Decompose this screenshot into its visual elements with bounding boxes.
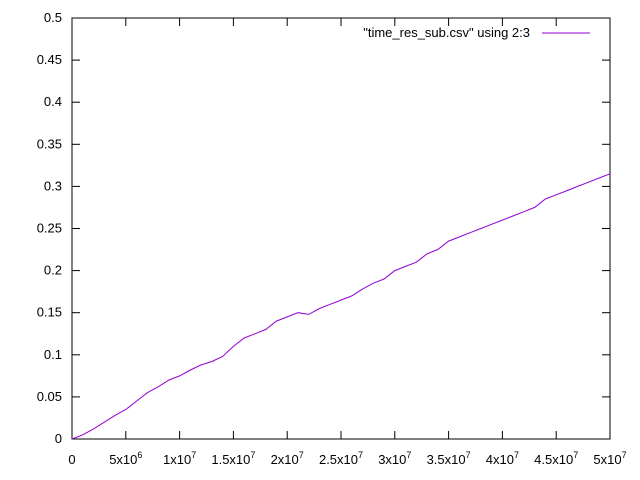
legend: "time_res_sub.csv" using 2:3 xyxy=(363,25,590,40)
y-tick-label: 0.15 xyxy=(37,305,62,320)
y-tick-label: 0.5 xyxy=(44,10,62,25)
x-tick-label: 1.5x107 xyxy=(211,450,255,467)
x-tick-label: 5x106 xyxy=(109,450,142,467)
y-tick-label: 0.25 xyxy=(37,221,62,236)
x-tick-label: 4x107 xyxy=(486,450,519,467)
x-tick-label: 3.5x107 xyxy=(427,450,471,467)
plot-frame xyxy=(71,17,611,440)
axis-tick-labels: 0 0.05 0.1 0.15 0.2 0.25 0.3 0.35 0.4 0.45 0.5 0 5x1… xyxy=(37,10,627,467)
y-tick-label: 0.35 xyxy=(37,136,62,151)
x-tick-label: 5x107 xyxy=(593,450,626,467)
y-tick-label: 0.1 xyxy=(44,347,62,362)
x-tick-label: 1x107 xyxy=(163,450,196,467)
y-tick-label: 0.05 xyxy=(37,389,62,404)
x-tick-label: 2x107 xyxy=(271,450,304,467)
y-tick-label: 0.3 xyxy=(44,178,62,193)
axis-ticks xyxy=(71,17,611,440)
x-tick-label: 4.5x107 xyxy=(534,450,578,467)
x-tick-label: 3x107 xyxy=(378,450,411,467)
x-tick-label: 2.5x107 xyxy=(319,450,363,467)
x-tick-label: 0 xyxy=(68,452,75,467)
legend-label: "time_res_sub.csv" using 2:3 xyxy=(363,25,530,40)
y-tick-label: 0.2 xyxy=(44,263,62,278)
y-tick-label: 0.4 xyxy=(44,94,62,109)
y-tick-label: 0 xyxy=(55,431,62,446)
y-tick-label: 0.45 xyxy=(37,52,62,67)
series-line xyxy=(71,173,611,440)
